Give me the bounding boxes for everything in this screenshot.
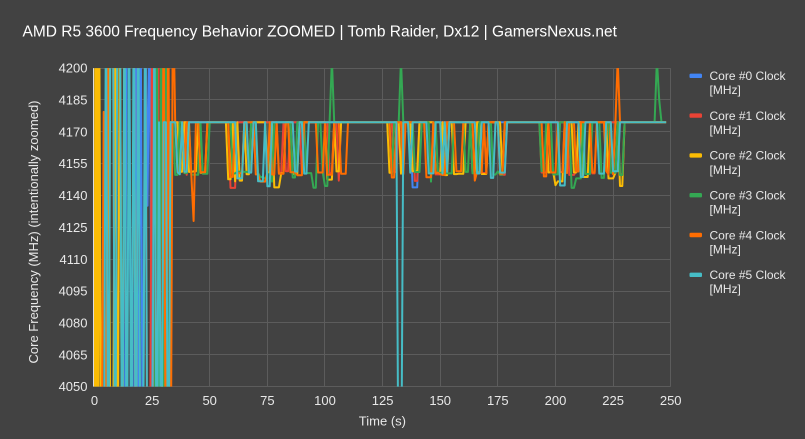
svg-text:4140: 4140 [59, 188, 88, 203]
svg-text:[MHz]: [MHz] [710, 242, 741, 256]
svg-text:Time (s): Time (s) [359, 413, 406, 428]
svg-text:Core Frequency (MHz) (intentio: Core Frequency (MHz) (intentionally zoom… [26, 101, 41, 364]
svg-text:125: 125 [372, 393, 394, 408]
svg-text:4065: 4065 [59, 347, 88, 362]
svg-text:[MHz]: [MHz] [710, 83, 741, 97]
svg-text:100: 100 [314, 393, 336, 408]
svg-text:4080: 4080 [59, 316, 88, 331]
svg-text:250: 250 [660, 393, 682, 408]
svg-text:4110: 4110 [60, 252, 88, 267]
svg-text:200: 200 [545, 393, 567, 408]
svg-text:[MHz]: [MHz] [710, 282, 741, 296]
svg-text:AMD R5 3600 Frequency Behavior: AMD R5 3600 Frequency Behavior ZOOMED | … [23, 24, 618, 41]
svg-text:150: 150 [429, 393, 451, 408]
svg-text:4170: 4170 [59, 124, 88, 139]
svg-text:Core #3 Clock: Core #3 Clock [710, 189, 787, 203]
svg-text:4050: 4050 [59, 379, 88, 394]
svg-text:75: 75 [260, 393, 274, 408]
svg-text:4125: 4125 [59, 220, 88, 235]
svg-text:Core #0 Clock: Core #0 Clock [710, 69, 787, 83]
svg-text:4200: 4200 [59, 61, 88, 76]
svg-text:Core #4 Clock: Core #4 Clock [710, 228, 787, 242]
svg-text:Core #2 Clock: Core #2 Clock [710, 149, 787, 163]
svg-text:4155: 4155 [59, 156, 88, 171]
svg-text:4185: 4185 [59, 93, 88, 108]
svg-text:4095: 4095 [59, 284, 88, 299]
svg-text:225: 225 [602, 393, 624, 408]
svg-text:Core #5 Clock: Core #5 Clock [710, 268, 787, 282]
svg-text:[MHz]: [MHz] [710, 163, 741, 177]
svg-text:[MHz]: [MHz] [710, 123, 741, 137]
svg-text:0: 0 [91, 393, 98, 408]
svg-text:Core #1 Clock: Core #1 Clock [710, 109, 787, 123]
svg-text:[MHz]: [MHz] [710, 203, 741, 217]
svg-text:25: 25 [145, 393, 159, 408]
svg-text:175: 175 [487, 393, 509, 408]
svg-text:50: 50 [202, 393, 216, 408]
